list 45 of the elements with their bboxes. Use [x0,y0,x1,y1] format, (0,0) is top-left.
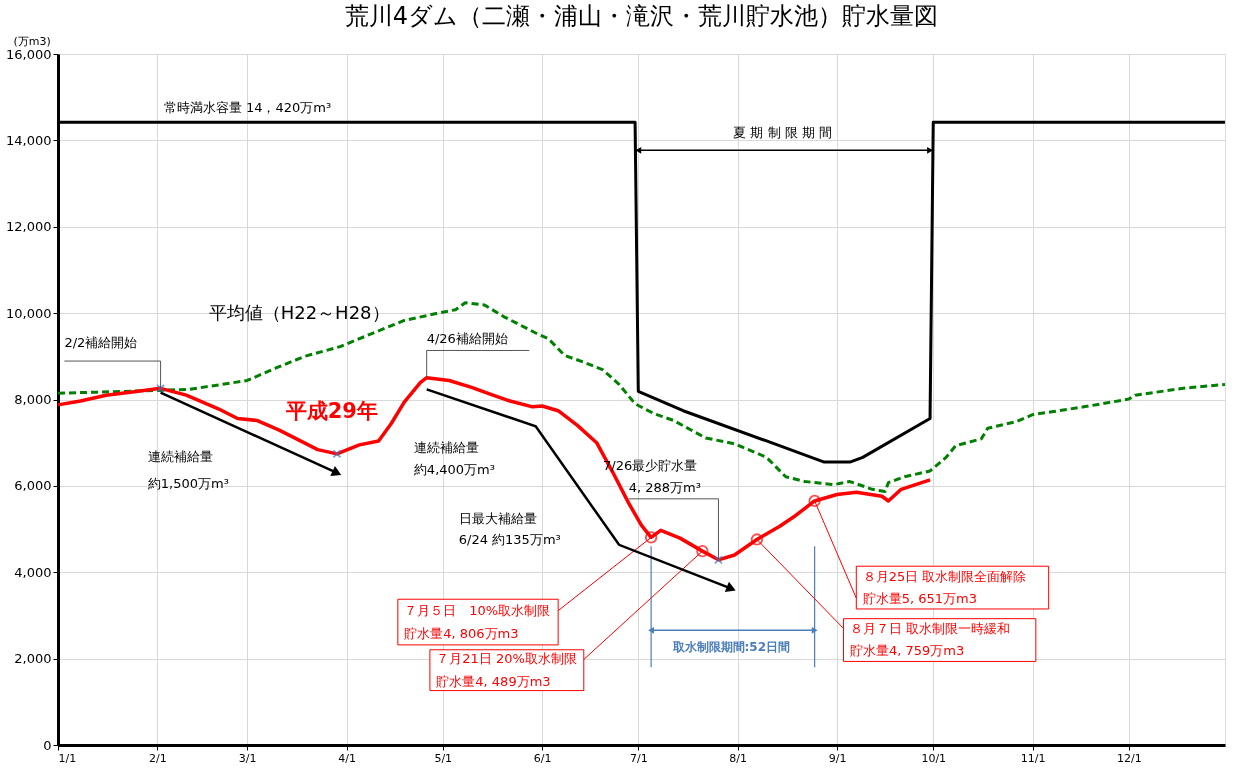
x-tick-label: 12/1 [1116,751,1142,765]
x-tick-label: 8/1 [729,751,748,765]
x-tick-label: 11/1 [1020,751,1046,765]
annotation: ７月21日 20%取水制限 [436,651,577,667]
annotation: 貯水量5, 651万m3 [862,590,978,606]
annotation: 連続補給量 [413,439,479,455]
series-label: 平均値（H22～H28） [208,302,390,324]
x-tick-label: 2/1 [149,751,167,765]
y-tick-label: 4,000 [14,564,52,580]
annotation: 貯水量4, 806万m3 [404,626,519,642]
x-tick-label: 10/1 [921,751,947,765]
annotation: 4, 288万m³ [628,479,701,495]
annotation: 日最大補給量 [458,510,537,526]
chart-title: 荒川4ダム（二瀬・浦山・滝沢・荒川貯水池）貯水量図 [344,2,939,30]
y-tick-label: 0 [43,737,52,753]
y-tick-label: 10,000 [6,305,52,321]
annotation: ８月25日 取水制限全面解除 [862,568,1027,584]
x-tick-label: 5/1 [434,751,453,765]
annotation: 約4,400万m³ [413,461,495,477]
y-axis-title: (万m3) [13,34,51,48]
annotation: 4/26補給開始 [426,330,508,346]
x-tick-label: 7/1 [629,751,648,765]
annotation: ８月７日 取水制限一時緩和 [849,621,1011,637]
x-tick-label: 1/1 [58,751,77,765]
annotation: 常時満水容量 14，420万m³ [163,99,332,115]
y-tick-label: 12,000 [6,219,52,235]
annotation: ７月５日 10%取水制限 [404,602,551,618]
y-tick-label: 8,000 [14,392,52,407]
annotation: 夏 期 制 限 期 間 [733,124,832,140]
x-tick-label: 6/1 [533,751,552,765]
y-tick-label: 2,000 [14,651,52,667]
y-tick-label: 6,000 [14,478,52,494]
y-tick-label: 14,000 [6,132,52,148]
annotation: 貯水量4, 759万m3 [849,642,965,658]
y-tick-label: 16,000 [6,46,52,62]
annotation: 2/2補給開始 [64,334,138,350]
annotation: 6/24 約135万m³ [458,531,561,547]
series-label: 平成29年 [284,398,378,423]
x-tick-label: 4/1 [338,751,356,765]
x-tick-label: 9/1 [828,751,847,765]
annotation: 取水制限期間:52日間 [671,639,791,654]
annotation: 約1,500万m³ [147,475,229,491]
annotation: 連続補給量 [147,449,213,465]
x-tick-label: 3/1 [238,751,257,765]
annotation: 貯水量4, 489万m3 [436,673,551,689]
